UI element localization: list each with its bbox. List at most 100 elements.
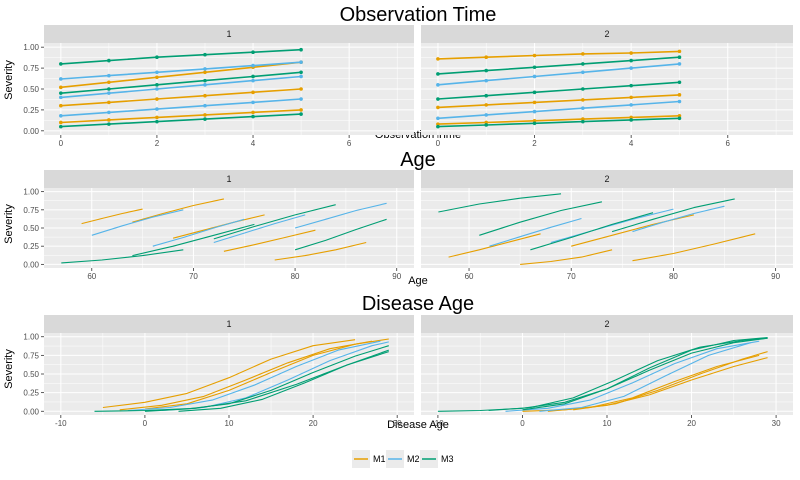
x-tick-label: 6 bbox=[726, 139, 731, 148]
series-point-m2 bbox=[107, 110, 111, 115]
series-line-m2 bbox=[505, 340, 760, 412]
panels-disease-age: 1 0.00 0.25 0.50 0.75 1.00 -10 0 10 20 30 2 -10 0 10 20… bbox=[23, 315, 793, 428]
series-line-m2 bbox=[213, 214, 306, 244]
panel-observation-time-facet-1: 1 0.00 0.25 0.50 0.75 1.00 0 2 4 6 bbox=[23, 25, 414, 148]
series-point-m3 bbox=[155, 83, 159, 87]
series-point-m1 bbox=[59, 120, 63, 125]
series-line-m1 bbox=[60, 88, 302, 107]
row-observation-time: Observation Time Severity Observation Ti… bbox=[3, 4, 793, 148]
series-point-m2 bbox=[251, 63, 255, 68]
series-line-m1 bbox=[274, 241, 367, 261]
series-line-m3 bbox=[437, 56, 680, 75]
chart-title-age: Age bbox=[400, 149, 436, 171]
row-age: Age Severity Age 1 0.00 0.25 0.50 0.75 1.00 60… bbox=[3, 149, 793, 287]
series-point-m1 bbox=[436, 105, 440, 110]
series-point-m1 bbox=[155, 75, 159, 80]
y-axis-title-age: Severity bbox=[3, 204, 15, 244]
x-axis-title-disease-age: Disease Age bbox=[387, 419, 449, 431]
x-tick-label: 30 bbox=[772, 419, 781, 428]
series-line-m2 bbox=[489, 217, 582, 247]
series-line-m2 bbox=[60, 61, 302, 80]
x-tick-label: 0 bbox=[143, 419, 148, 428]
x-axis-title-age: Age bbox=[408, 275, 428, 287]
chart-title-disease-age: Disease Age bbox=[362, 293, 474, 315]
series-point-m3 bbox=[299, 70, 303, 75]
series-point-m3 bbox=[251, 74, 255, 79]
y-tick-label: 0.50 bbox=[23, 370, 39, 379]
series-point-m2 bbox=[59, 113, 63, 118]
series-point-m3 bbox=[59, 91, 63, 95]
series-point-m1 bbox=[581, 117, 585, 121]
series-line-m1 bbox=[60, 109, 302, 124]
series-point-m3 bbox=[203, 78, 207, 83]
series-point-m3 bbox=[107, 122, 111, 126]
x-tick-label: 90 bbox=[771, 272, 780, 281]
series-point-m2 bbox=[629, 66, 633, 70]
x-tick-label: 20 bbox=[687, 419, 696, 428]
series-point-m1 bbox=[484, 120, 489, 125]
series-line-m3 bbox=[479, 201, 603, 236]
y-tick-label: 1.00 bbox=[23, 43, 39, 52]
series-line-m3 bbox=[611, 198, 735, 233]
series-line-m1 bbox=[520, 249, 613, 265]
series-point-m1 bbox=[299, 108, 303, 112]
series-line-m3 bbox=[437, 81, 680, 100]
series-line-m2 bbox=[152, 218, 245, 247]
x-tick-label: 4 bbox=[251, 139, 256, 148]
legend-label-m3: M3 bbox=[441, 454, 454, 464]
series-point-m3 bbox=[107, 58, 111, 63]
series-point-m1 bbox=[251, 110, 255, 115]
series-point-m1 bbox=[436, 57, 440, 61]
series-point-m1 bbox=[155, 97, 159, 101]
series-point-m2 bbox=[436, 83, 440, 87]
series-point-m2 bbox=[155, 107, 159, 111]
series-point-m3 bbox=[203, 117, 207, 121]
series-point-m1 bbox=[155, 115, 159, 120]
series-point-m1 bbox=[203, 93, 207, 98]
series-line-m1 bbox=[632, 233, 756, 262]
facet-strip-label: 2 bbox=[604, 29, 609, 39]
series-point-m2 bbox=[251, 100, 255, 105]
series-line-m1 bbox=[132, 198, 225, 223]
facet-strip-label: 2 bbox=[604, 319, 609, 329]
series-point-m3 bbox=[436, 97, 440, 101]
x-tick-label: 70 bbox=[567, 272, 576, 281]
series-point-m1 bbox=[629, 51, 633, 55]
series-point-m2 bbox=[484, 78, 489, 83]
x-tick-label: 60 bbox=[465, 272, 474, 281]
series-point-m3 bbox=[155, 55, 159, 60]
series-point-m3 bbox=[299, 112, 303, 116]
series-line-m3 bbox=[437, 117, 680, 128]
x-tick-label: -10 bbox=[432, 419, 444, 428]
series-line-m1 bbox=[81, 208, 143, 225]
series-point-m1 bbox=[677, 113, 682, 118]
x-tick-label: 4 bbox=[629, 139, 634, 148]
facet-strip bbox=[421, 315, 793, 333]
y-axis-title-observation-time: Severity bbox=[3, 60, 15, 100]
series-line-m3 bbox=[60, 48, 302, 65]
series-point-m3 bbox=[203, 52, 207, 57]
series-point-m3 bbox=[484, 123, 489, 127]
series-point-m3 bbox=[581, 87, 585, 91]
series-point-m2 bbox=[484, 113, 489, 117]
x-tick-label: 0 bbox=[436, 139, 441, 148]
series-point-m2 bbox=[107, 91, 111, 95]
series-point-m3 bbox=[155, 119, 159, 124]
x-tick-label: 6 bbox=[347, 139, 352, 148]
series-point-m1 bbox=[677, 49, 682, 54]
facet-strip-label: 2 bbox=[604, 174, 609, 184]
facet-strip-label: 1 bbox=[226, 319, 231, 329]
series-point-m1 bbox=[581, 52, 585, 56]
series-line-m3 bbox=[61, 249, 184, 264]
series-point-m2 bbox=[107, 73, 111, 78]
series-point-m2 bbox=[299, 74, 303, 79]
series-line-m2 bbox=[437, 100, 680, 120]
series-point-m1 bbox=[484, 55, 489, 60]
series-point-m1 bbox=[203, 113, 207, 117]
series-point-m3 bbox=[299, 47, 303, 52]
series-point-m2 bbox=[677, 62, 682, 66]
series-point-m1 bbox=[107, 80, 111, 85]
y-tick-label: 0.00 bbox=[23, 127, 39, 136]
y-tick-label: 1.00 bbox=[23, 188, 39, 197]
